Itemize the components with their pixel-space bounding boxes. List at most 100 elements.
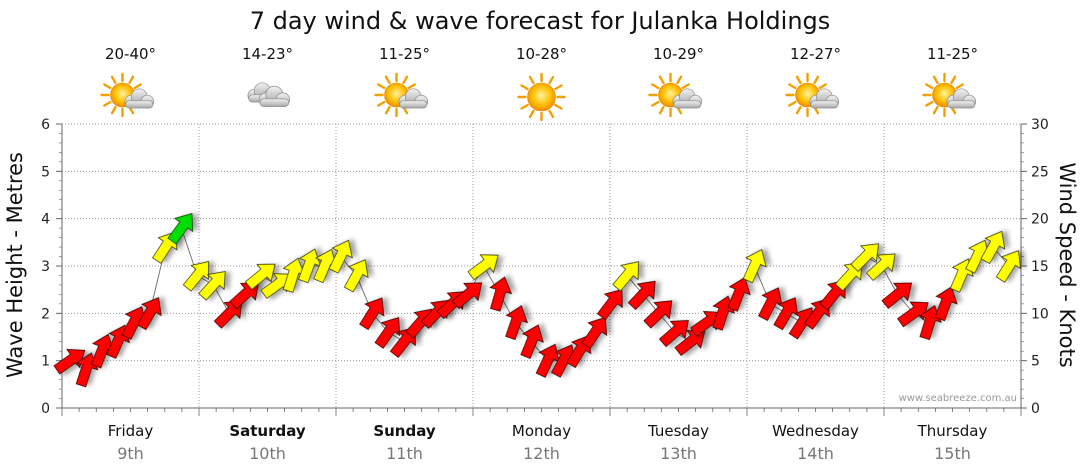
day-date: 14th: [797, 444, 834, 463]
right-tick-label: 20: [1031, 212, 1049, 228]
wind-arrows: [53, 213, 1021, 388]
day-name: Friday: [108, 422, 154, 440]
temperature-range: 10-28°: [516, 45, 567, 63]
right-tick-label: 0: [1031, 401, 1040, 417]
partly-cloudy-icon: [922, 72, 977, 118]
wind-arrow: [727, 276, 751, 312]
day-header: 11-25°: [922, 45, 978, 118]
day-name: Sunday: [373, 422, 436, 440]
left-tick-label: 0: [41, 401, 50, 417]
left-tick-label: 1: [41, 354, 50, 370]
wind-arrow: [374, 317, 401, 349]
temperature-range: 20-40°: [105, 45, 156, 63]
wind-arrow: [489, 276, 513, 312]
credit-text: www.seabreeze.com.au: [899, 393, 1017, 404]
wind-arrow: [90, 333, 115, 369]
temperature-range: 10-29°: [653, 45, 704, 63]
wind-arrow: [995, 250, 1021, 283]
day-date: 11th: [386, 444, 423, 463]
day-date: 12th: [523, 444, 560, 463]
wind-arrow: [897, 301, 929, 328]
wind-arrow: [467, 254, 499, 281]
wind-arrow: [758, 287, 783, 321]
temperature-range: 14-23°: [242, 45, 293, 63]
day-label: Monday 12th: [512, 422, 571, 463]
wind-arrow: [865, 253, 896, 281]
day-label: Saturday 10th: [229, 422, 306, 463]
wind-arrow: [328, 239, 353, 274]
day-header: 10-28°: [516, 45, 567, 122]
wind-arrow: [359, 297, 385, 331]
partly-cloudy-icon: [100, 72, 155, 118]
wind-arrow: [834, 261, 863, 292]
day-name: Saturday: [229, 422, 306, 440]
cloudy-icon: [247, 82, 291, 107]
day-header: 10-29°: [648, 45, 704, 118]
day-label: Wednesday 14th: [772, 422, 859, 463]
wind-arrow: [674, 330, 706, 357]
day-header: 11-25°: [374, 45, 430, 118]
wind-arrow: [136, 297, 162, 331]
left-axis-label: Wave Height - Metres: [3, 152, 27, 378]
right-axis-label: Wind Speed - Knots: [1055, 162, 1079, 367]
wind-arrow: [658, 320, 689, 348]
wind-arrow: [451, 282, 483, 310]
wind-arrow: [773, 297, 799, 331]
left-tick-label: 5: [41, 164, 50, 180]
left-tick-label: 2: [41, 306, 50, 322]
left-tick-label: 4: [41, 212, 50, 228]
wind-arrow: [596, 289, 623, 321]
day-label: Friday 9th: [108, 422, 154, 463]
chart-title: 7 day wind & wave forecast for Julanka H…: [250, 7, 831, 35]
temperature-range: 11-25°: [379, 45, 430, 63]
day-name: Monday: [512, 422, 571, 440]
left-tick-label: 3: [41, 259, 50, 275]
day-date: 15th: [934, 444, 971, 463]
wind-arrow: [819, 279, 846, 311]
wind-arrow: [850, 243, 879, 272]
partly-cloudy-icon: [648, 72, 703, 118]
day-name: Wednesday: [772, 422, 859, 440]
temperature-range: 12-27°: [790, 45, 841, 63]
day-date: 9th: [117, 444, 144, 463]
wind-arrow: [612, 261, 639, 292]
left-axis-ticks: 0 1 2 3 4 5 6: [41, 117, 62, 417]
wind-arrow: [505, 305, 528, 341]
right-tick-label: 15: [1031, 259, 1049, 275]
day-label: Thursday 15th: [917, 422, 988, 463]
wind-arrow: [282, 257, 306, 293]
temperature-range: 11-25°: [927, 45, 978, 63]
day-name: Tuesday: [647, 422, 709, 440]
day-date: 10th: [249, 444, 286, 463]
wind-arrow: [980, 230, 1006, 265]
wind-arrow: [343, 259, 369, 293]
wind-arrow: [167, 213, 194, 245]
right-tick-label: 5: [1031, 354, 1040, 370]
right-axis-ticks: 0 5 10 15 20 25 30: [1021, 117, 1049, 417]
day-header: 20-40°: [100, 45, 156, 118]
wind-arrow: [581, 316, 608, 349]
right-tick-label: 30: [1031, 117, 1049, 133]
wind-arrow: [520, 324, 544, 359]
wind-arrow: [881, 282, 913, 309]
right-tick-label: 25: [1031, 164, 1049, 180]
wind-arrow: [627, 280, 656, 311]
wind-arrow: [934, 286, 958, 322]
day-name: Thursday: [917, 422, 988, 440]
wind-arrow: [643, 300, 673, 329]
day-label: Tuesday 13th: [647, 422, 709, 463]
day-date: 13th: [660, 444, 697, 463]
partly-cloudy-icon: [374, 72, 429, 118]
wind-arrow: [244, 263, 276, 291]
sun-rays: [517, 72, 566, 122]
day-label: Sunday 11th: [373, 422, 436, 463]
wind-arrow: [742, 248, 767, 284]
partly-cloudy-icon: [785, 72, 840, 118]
left-tick-label: 6: [41, 117, 50, 133]
sun-rays: [785, 72, 830, 118]
sunny-icon: [517, 72, 566, 122]
day-header: 12-27°: [785, 45, 841, 118]
day-header: 14-23°: [242, 45, 293, 107]
right-tick-label: 10: [1031, 306, 1049, 322]
